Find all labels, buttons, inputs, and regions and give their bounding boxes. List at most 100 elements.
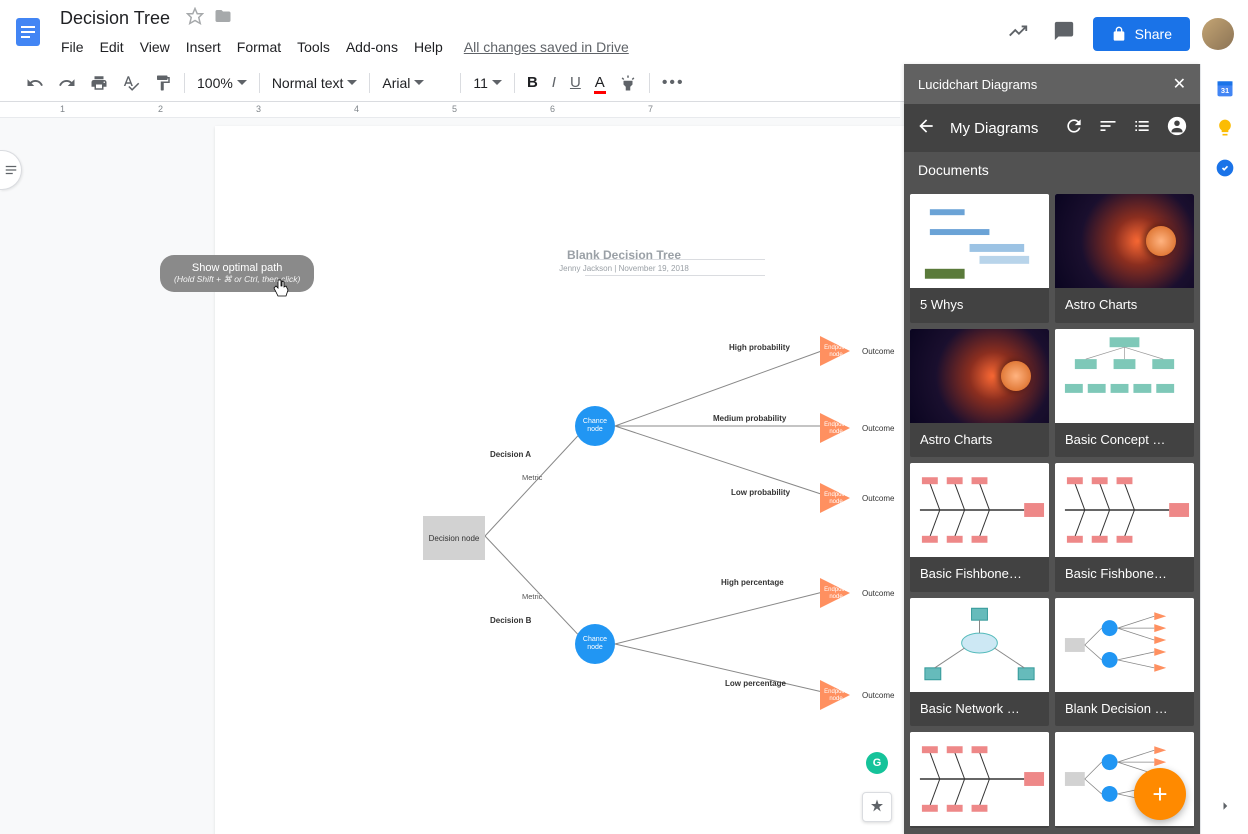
tooltip-title: Show optimal path — [174, 262, 300, 274]
endpoint-node: Endpoint node — [820, 680, 850, 710]
menu-bar: File Edit View Insert Format Tools Add-o… — [54, 35, 1001, 59]
template-card[interactable]: Basic Fishbone… — [1055, 463, 1194, 592]
template-card[interactable]: Basic Network … — [910, 598, 1049, 727]
chance-node-a: Chance node — [575, 406, 615, 446]
sort-icon[interactable] — [1098, 116, 1118, 141]
print-button[interactable] — [84, 70, 114, 96]
label-low-prob: Low probability — [731, 488, 790, 497]
template-card[interactable]: Blank Decision … — [1055, 598, 1194, 727]
sidebar-grid: 5 WhysAstro ChartsAstro ChartsBasic Conc… — [904, 188, 1200, 834]
calendar-icon[interactable]: 31 — [1215, 78, 1235, 98]
template-thumb — [910, 463, 1049, 557]
tooltip: Show optimal path (Hold Shift + ⌘ or Ctr… — [160, 255, 314, 292]
menu-edit[interactable]: Edit — [93, 35, 131, 59]
decision-node: Decision node — [423, 516, 485, 560]
label-low-pct: Low percentage — [725, 679, 786, 688]
sidebar-panel-title: Lucidchart Diagrams — [918, 77, 1037, 92]
text-color-button[interactable]: A — [589, 70, 611, 95]
label-decision-b: Decision B — [490, 616, 531, 625]
style-select[interactable]: Normal text — [266, 71, 364, 95]
menu-file[interactable]: File — [54, 35, 91, 59]
undo-button[interactable] — [20, 70, 50, 96]
template-card[interactable]: Basic Fishbone… — [910, 463, 1049, 592]
expand-rail-icon[interactable] — [1216, 797, 1234, 820]
ruler: 1 2 3 4 5 6 7 — [0, 102, 900, 118]
close-icon[interactable]: ✕ — [1173, 74, 1186, 94]
comments-icon[interactable] — [1047, 14, 1081, 53]
chance-node-b: Chance node — [575, 624, 615, 664]
sidebar-nav-title: My Diagrams — [950, 120, 1050, 137]
list-icon[interactable] — [1132, 116, 1152, 141]
italic-button[interactable]: I — [546, 70, 562, 95]
template-thumb — [1055, 194, 1194, 288]
label-med-prob: Medium probability — [713, 414, 786, 423]
user-avatar[interactable] — [1202, 18, 1234, 50]
template-thumb — [910, 598, 1049, 692]
tasks-icon[interactable] — [1215, 158, 1235, 178]
endpoint-node: Endpoint node — [820, 483, 850, 513]
template-thumb — [910, 732, 1049, 826]
outcome-label: Outcome — [862, 494, 894, 503]
template-card[interactable]: Astro Charts — [910, 329, 1049, 458]
right-rail: 31 — [1200, 64, 1248, 834]
template-card[interactable]: Basic Concept … — [1055, 329, 1194, 458]
fab-add-button[interactable]: + — [1134, 768, 1186, 820]
share-button[interactable]: Share — [1093, 17, 1190, 51]
zoom-select[interactable]: 100% — [191, 71, 253, 95]
format-paint-button[interactable] — [148, 70, 178, 96]
outcome-label: Outcome — [862, 347, 894, 356]
back-icon[interactable] — [916, 116, 936, 141]
bold-button[interactable]: B — [521, 70, 544, 95]
template-label: Astro Charts — [910, 423, 1049, 456]
menu-tools[interactable]: Tools — [290, 35, 337, 59]
menu-insert[interactable]: Insert — [179, 35, 228, 59]
sidebar-header: Lucidchart Diagrams ✕ — [904, 64, 1200, 104]
more-button[interactable]: ••• — [656, 70, 691, 96]
document-title[interactable]: Decision Tree — [54, 6, 176, 31]
label-high-pct: High percentage — [721, 578, 784, 587]
keep-icon[interactable] — [1215, 118, 1235, 138]
menu-format[interactable]: Format — [230, 35, 288, 59]
header-right: Share — [1001, 14, 1248, 53]
save-status[interactable]: All changes saved in Drive — [464, 39, 629, 55]
endpoint-node: Endpoint node — [820, 578, 850, 608]
refresh-icon[interactable] — [1064, 116, 1084, 141]
grammarly-icon[interactable]: G — [866, 752, 888, 774]
activity-icon[interactable] — [1001, 14, 1035, 53]
account-icon[interactable] — [1166, 115, 1188, 142]
menu-help[interactable]: Help — [407, 35, 450, 59]
outcome-label: Outcome — [862, 589, 894, 598]
star-icon[interactable] — [186, 7, 204, 30]
template-label: Basic Network … — [910, 692, 1049, 725]
template-label: Basic Concept … — [1055, 423, 1194, 456]
endpoint-node: Endpoint node — [820, 413, 850, 443]
cursor-icon — [272, 278, 290, 303]
template-card[interactable]: Astro Charts — [1055, 194, 1194, 323]
template-label: Astro Charts — [1055, 288, 1194, 321]
app-header: Decision Tree File Edit View Insert Form… — [0, 0, 1248, 64]
template-label: Blank Decision … — [1055, 692, 1194, 725]
template-label: Basic Fishbone… — [1055, 557, 1194, 590]
underline-button[interactable]: U — [564, 70, 587, 95]
template-card[interactable]: 5 Whys — [910, 194, 1049, 323]
highlight-button[interactable] — [613, 70, 643, 96]
fontsize-select[interactable]: 11 — [467, 71, 508, 95]
label-high-prob: High probability — [729, 343, 790, 352]
template-label: Basic Fishbone… — [910, 557, 1049, 590]
template-thumb — [1055, 329, 1194, 423]
template-thumb — [910, 194, 1049, 288]
font-select[interactable]: Arial — [376, 71, 454, 95]
diagram-subtitle: Jenny Jackson | November 19, 2018 — [559, 264, 689, 273]
title-area: Decision Tree File Edit View Insert Form… — [48, 0, 1001, 59]
docs-logo[interactable] — [8, 5, 48, 59]
menu-view[interactable]: View — [133, 35, 177, 59]
share-label: Share — [1135, 26, 1172, 42]
label-metric-b: Metric — [522, 592, 542, 601]
menu-addons[interactable]: Add-ons — [339, 35, 405, 59]
template-card[interactable] — [910, 732, 1049, 828]
spellcheck-button[interactable] — [116, 70, 146, 96]
redo-button[interactable] — [52, 70, 82, 96]
move-icon[interactable] — [214, 7, 232, 30]
template-label: 5 Whys — [910, 288, 1049, 321]
explore-button[interactable] — [862, 792, 892, 822]
